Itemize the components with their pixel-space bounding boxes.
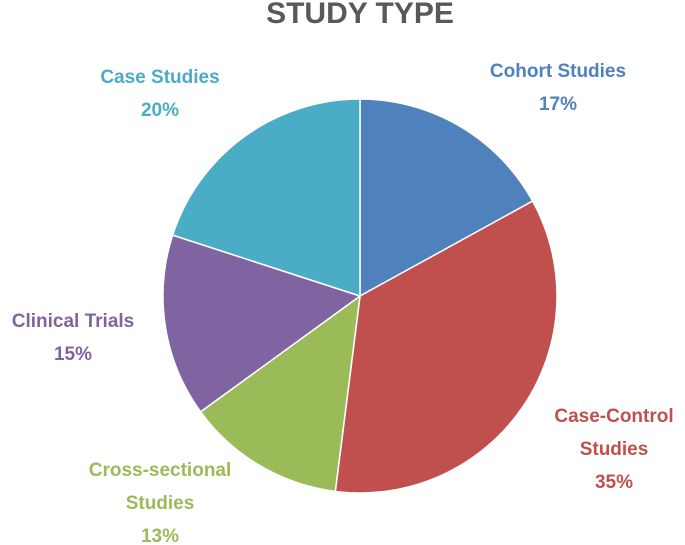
pie-slice-1 xyxy=(334,200,558,494)
slice-name-label-2: Cross-sectional xyxy=(89,460,232,481)
chart-title: STUDY TYPE xyxy=(266,0,454,30)
pie-slice-0 xyxy=(359,98,534,298)
slice-name-label-2: Studies xyxy=(126,493,195,514)
pie-slice-4 xyxy=(171,98,361,298)
slice-name-label-4: Case Studies xyxy=(100,67,219,88)
slice-percent-label-4: 20% xyxy=(141,100,179,121)
pie-slice-2 xyxy=(199,294,361,493)
slice-percent-label-1: 35% xyxy=(595,472,633,493)
slice-percent-label-3: 15% xyxy=(54,344,92,365)
pie-slices xyxy=(162,98,558,494)
slice-percent-label-2: 13% xyxy=(141,526,179,545)
slice-name-label-0: Cohort Studies xyxy=(490,61,626,82)
slice-name-label-1: Studies xyxy=(580,439,649,460)
slice-name-label-3: Clinical Trials xyxy=(12,311,135,332)
slice-percent-label-0: 17% xyxy=(539,94,577,115)
slice-name-label-1: Case-Control xyxy=(554,406,673,427)
pie-labels: Cohort Studies 17% Case-Control Studies 35% C… xyxy=(12,61,674,545)
pie-slice-3 xyxy=(162,234,362,413)
